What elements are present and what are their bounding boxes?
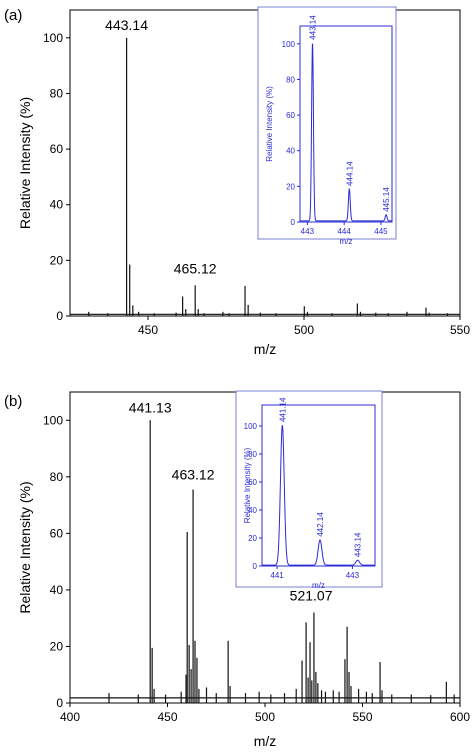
inset-y-tick-label: 80 <box>248 450 257 459</box>
inset-y-tick-label: 40 <box>248 506 257 515</box>
inset-y-axis-title: Relative Intensity (%) <box>243 447 252 523</box>
x-axis-title: m/z <box>254 733 277 749</box>
inset-peak-annotation: 443.14 <box>309 15 318 40</box>
inset-peak-annotation: 445.14 <box>382 187 391 212</box>
inset-x-tick-label: 443 <box>346 571 360 580</box>
inset-frame <box>235 390 383 588</box>
inset-x-tick-label: 445 <box>374 227 388 236</box>
inset-y-tick-label: 20 <box>286 182 295 191</box>
inset-y-tick-label: 60 <box>286 111 295 120</box>
panel-label: (a) <box>4 7 22 24</box>
peak-annotation: 463.12 <box>172 467 215 483</box>
peak-annotation: 441.13 <box>129 399 172 415</box>
peak-annotation: 465.12 <box>174 260 217 276</box>
x-tick-label: 550 <box>450 323 470 337</box>
inset-spectrum: 0 20 40 60 80 100 443 444 445 m/z Relative Intensi… <box>257 6 397 246</box>
x-axis-title: m/z <box>254 341 277 357</box>
y-tick-label: 80 <box>50 86 64 100</box>
inset-profile-line <box>300 43 392 222</box>
inset-y-axis-title: Relative Intensity (%) <box>265 86 274 162</box>
y-tick-label: 20 <box>50 639 64 653</box>
y-axis-title: Relative Intensity (%) <box>17 97 33 229</box>
inset-plot-frame <box>299 25 393 223</box>
x-tick-label: 450 <box>138 323 158 337</box>
inset-x-tick-label: 443 <box>301 227 315 236</box>
inset-x-tick-label: 441 <box>270 571 284 580</box>
peak-annotation: 443.14 <box>105 17 148 33</box>
x-tick-label: 550 <box>352 710 372 724</box>
inset-peak-annotation: 444.14 <box>345 161 354 186</box>
x-tick-label: 500 <box>294 323 314 337</box>
inset-y-tick-label: 20 <box>248 534 257 543</box>
inset-y-tick-label: 100 <box>244 422 258 431</box>
inset-frame <box>257 6 397 240</box>
y-tick-label: 20 <box>50 253 64 267</box>
inset-y-tick-label: 60 <box>248 478 257 487</box>
y-tick-label: 80 <box>50 470 64 484</box>
inset-x-axis-title: m/z <box>312 581 325 590</box>
y-tick-label: 100 <box>43 413 63 427</box>
peak-annotation: 521.07 <box>290 588 333 604</box>
x-tick-label: 450 <box>157 710 177 724</box>
x-tick-label: 500 <box>255 710 275 724</box>
panel-label: (b) <box>4 393 22 410</box>
inset-profile-line <box>262 425 375 566</box>
y-tick-label: 60 <box>50 526 64 540</box>
inset-spectrum: 0 20 40 60 80 100 441 443 m/z Relative Intensity … <box>235 390 383 590</box>
y-tick-label: 0 <box>56 309 63 323</box>
inset-y-tick-label: 80 <box>286 75 295 84</box>
spectrum-panel-a: (a) 0 20 40 60 80 100 450 500 550 m/z Relative Inte… <box>4 6 470 357</box>
y-tick-label: 0 <box>56 696 63 710</box>
y-tick-label: 100 <box>43 31 63 45</box>
inset-y-tick-label: 40 <box>286 147 295 156</box>
inset-x-tick-label: 444 <box>337 227 351 236</box>
inset-x-axis-title: m/z <box>340 237 353 246</box>
y-tick-label: 40 <box>50 198 64 212</box>
inset-plot-frame <box>261 404 376 567</box>
inset-y-tick-label: 100 <box>282 40 296 49</box>
inset-peak-annotation: 442.14 <box>316 512 325 537</box>
y-axis-title: Relative Intensity (%) <box>17 481 33 613</box>
inset-peak-annotation: 443.14 <box>354 532 363 557</box>
x-tick-label: 400 <box>60 710 80 724</box>
inset-y-tick-label: 0 <box>291 218 296 227</box>
inset-peak-annotation: 441.14 <box>278 397 287 422</box>
y-tick-label: 60 <box>50 142 64 156</box>
inset-y-tick-label: 0 <box>253 562 258 571</box>
y-tick-label: 40 <box>50 583 64 597</box>
x-tick-label: 600 <box>450 710 470 724</box>
